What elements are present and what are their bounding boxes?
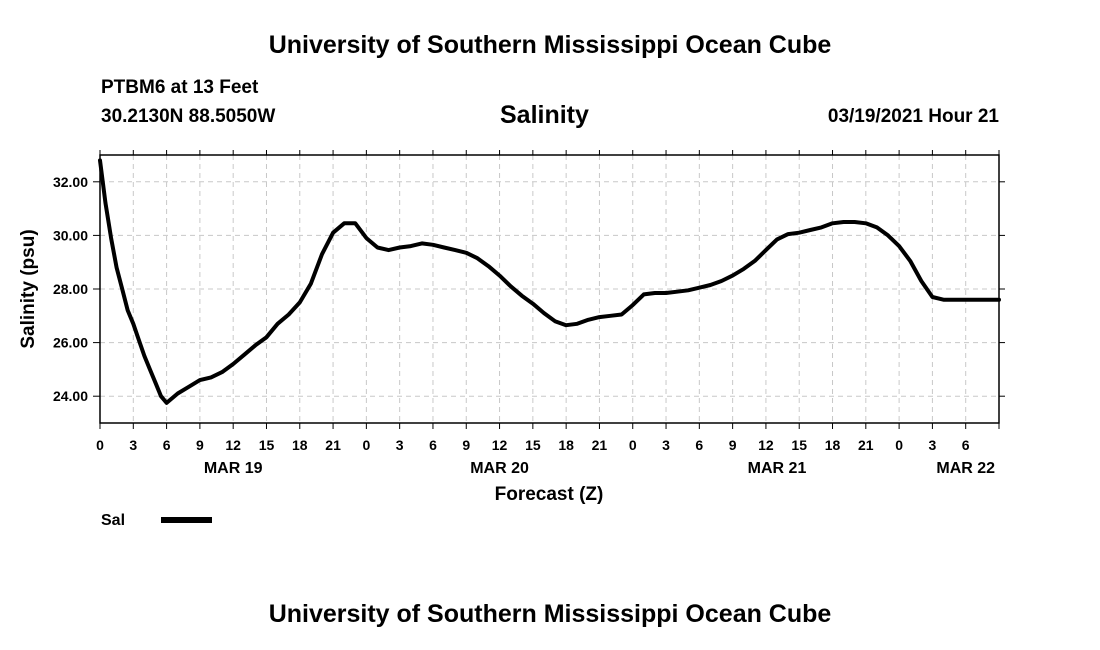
series-layer [98, 158, 1001, 405]
y-tick-label: 28.00 [53, 281, 88, 297]
x-tick-label: 18 [558, 437, 574, 453]
x-tick-label: 3 [129, 437, 137, 453]
plot-frame [99, 154, 1000, 424]
x-tick-label: 15 [791, 437, 807, 453]
y-tick-label: 24.00 [53, 388, 88, 404]
forecast-timestamp: 03/19/2021 Hour 21 [827, 106, 999, 127]
x-tick-label: 18 [292, 437, 308, 453]
x-tick-label: 0 [895, 437, 903, 453]
x-tick-label: 12 [492, 437, 508, 453]
x-tick-label: 6 [163, 437, 171, 453]
x-tick-label: 18 [825, 437, 841, 453]
y-tick-label: 26.00 [53, 335, 88, 351]
x-tick-label: 21 [858, 437, 874, 453]
x-tick-label: 21 [325, 437, 341, 453]
x-tick-label: 9 [196, 437, 204, 453]
x-tick-label: 9 [729, 437, 737, 453]
station-coordinates: 30.2130N 88.5050W [101, 106, 276, 127]
axis-labels: 0 3 6 9 12 15 18 21 0 3 6 9 12 15 18 21 0 3 6 9 12 15 18 21 0 3 6 2… [53, 174, 995, 477]
footer-title: University of Southern Mississippi Ocean… [268, 600, 832, 628]
x-tick-label: 3 [662, 437, 670, 453]
axis-ticks [93, 150, 1005, 429]
legend: Sal [101, 512, 212, 529]
x-tick-label: 9 [462, 437, 470, 453]
x-tick-label: 6 [962, 437, 970, 453]
x-tick-label: 3 [396, 437, 404, 453]
x-axis-title: Forecast (Z) [495, 484, 604, 505]
date-label: MAR 19 [204, 460, 263, 477]
date-label: MAR 20 [470, 460, 529, 477]
y-tick-label: 30.00 [53, 227, 88, 243]
x-tick-label: 3 [929, 437, 937, 453]
legend-label: Sal [101, 512, 125, 529]
x-tick-label: 0 [629, 437, 637, 453]
x-tick-label: 0 [96, 437, 104, 453]
x-tick-label: 15 [525, 437, 541, 453]
date-label: MAR 22 [936, 460, 995, 477]
x-tick-label: 6 [695, 437, 703, 453]
date-label: MAR 21 [748, 460, 807, 477]
x-tick-label: 6 [429, 437, 437, 453]
x-tick-label: 15 [259, 437, 275, 453]
series-line-sal [98, 158, 1001, 405]
x-tick-label: 21 [592, 437, 608, 453]
x-tick-label: 12 [758, 437, 774, 453]
y-axis-title: Salinity (psu) [18, 229, 39, 348]
page-title: University of Southern Mississippi Ocean… [268, 31, 832, 59]
x-tick-label: 12 [225, 437, 241, 453]
x-tick-label: 0 [362, 437, 370, 453]
y-tick-label: 32.00 [53, 174, 88, 190]
grid-lines [100, 155, 999, 423]
station-label: PTBM6 at 13 Feet [101, 77, 259, 98]
variable-title: Salinity [500, 101, 589, 129]
